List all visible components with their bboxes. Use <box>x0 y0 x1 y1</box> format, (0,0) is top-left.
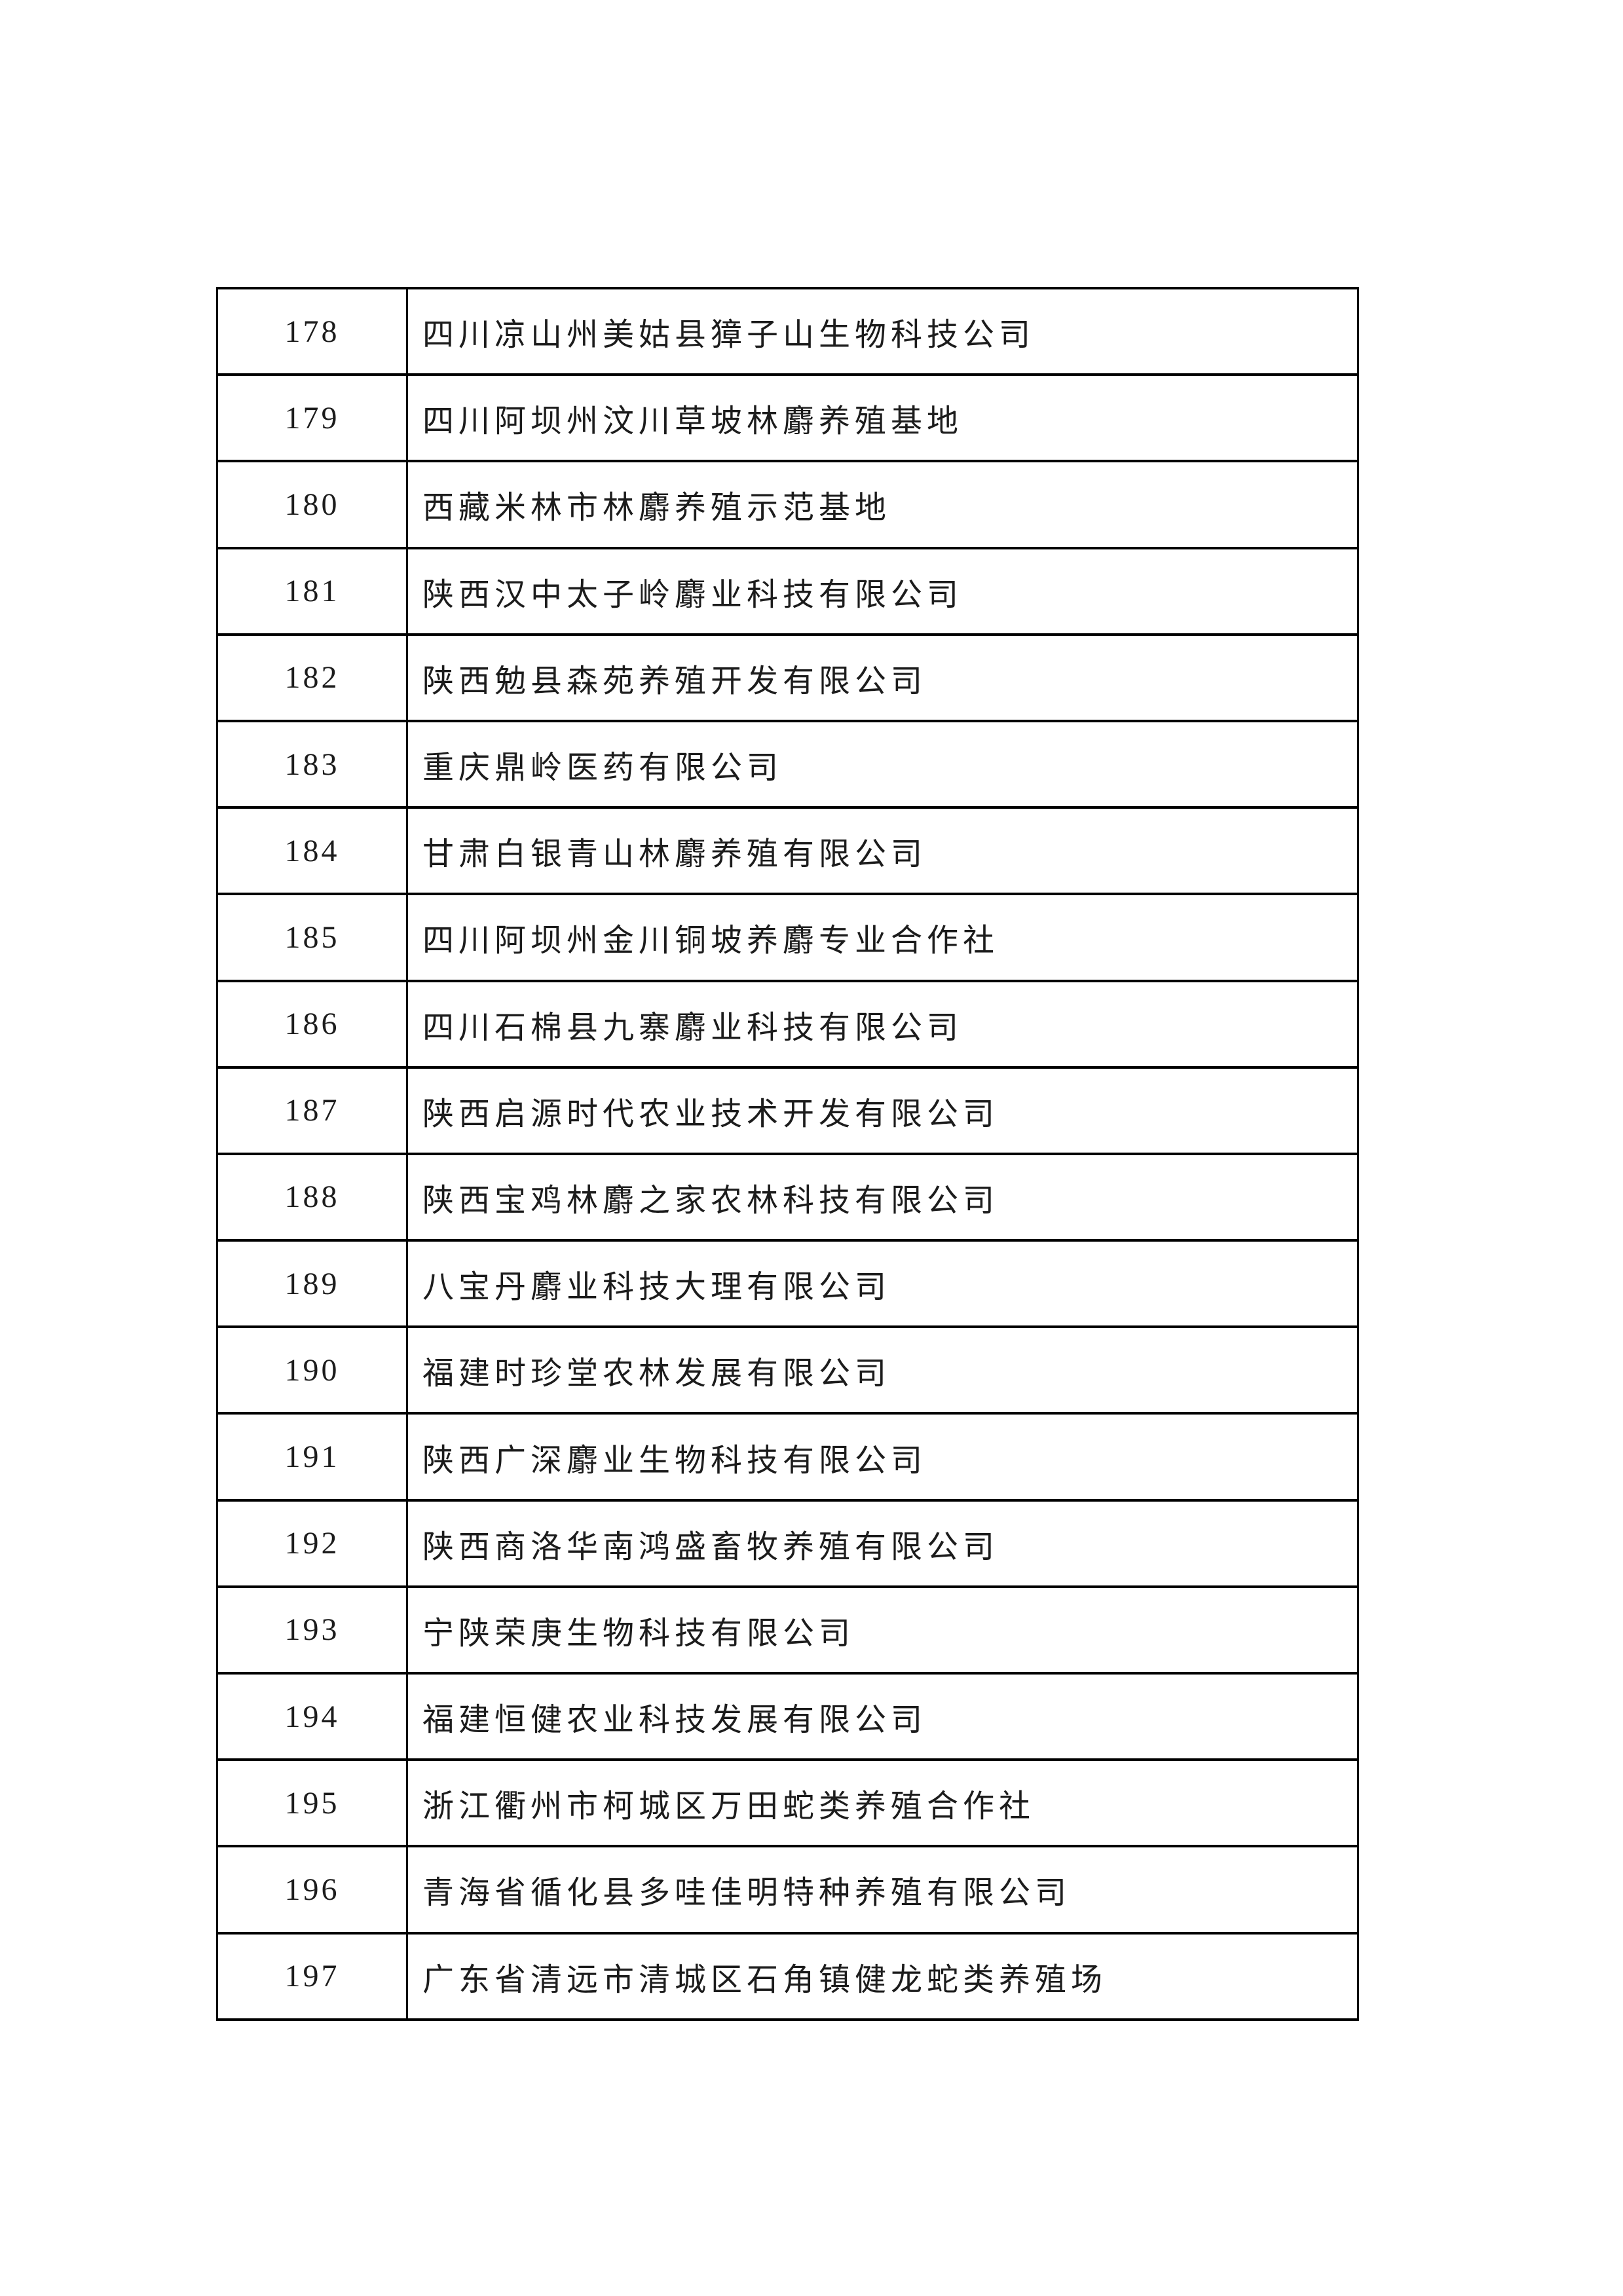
row-index-cell: 189 <box>216 1239 408 1329</box>
table-row: 181 陕西汉中太子岭麝业科技有限公司 <box>216 546 1359 636</box>
company-name-cell: 福建恒健农业科技发展有限公司 <box>406 1671 1359 1762</box>
table-row: 185 四川阿坝州金川铜坡养麝专业合作社 <box>216 893 1359 982</box>
company-name-cell: 宁陕荣庚生物科技有限公司 <box>406 1585 1359 1675</box>
company-name-cell: 西藏米林市林麝养殖示范基地 <box>406 460 1359 549</box>
row-index-cell: 186 <box>216 979 408 1069</box>
company-name-cell: 青海省循化县多哇佳明特种养殖有限公司 <box>406 1845 1359 1935</box>
row-index-cell: 181 <box>216 546 408 636</box>
row-index-cell: 192 <box>216 1498 408 1588</box>
row-index-cell: 191 <box>216 1412 408 1502</box>
company-name-cell: 四川阿坝州汶川草坡林麝养殖基地 <box>406 373 1359 463</box>
table-row: 193 宁陕荣庚生物科技有限公司 <box>216 1585 1359 1675</box>
table-row: 189 八宝丹麝业科技大理有限公司 <box>216 1239 1359 1329</box>
row-index-cell: 179 <box>216 373 408 463</box>
row-index-cell: 197 <box>216 1931 408 2021</box>
table-row: 184 甘肃白银青山林麝养殖有限公司 <box>216 806 1359 896</box>
company-name-cell: 重庆鼎岭医药有限公司 <box>406 719 1359 809</box>
row-index-cell: 180 <box>216 460 408 549</box>
company-table-body: 178 四川凉山州美姑县獐子山生物科技公司 179 四川阿坝州汶川草坡林麝养殖基… <box>216 286 1359 2021</box>
table-row: 178 四川凉山州美姑县獐子山生物科技公司 <box>216 286 1359 377</box>
table-row: 190 福建时珍堂农林发展有限公司 <box>216 1325 1359 1415</box>
row-index-cell: 194 <box>216 1671 408 1762</box>
table-row: 197 广东省清远市清城区石角镇健龙蛇类养殖场 <box>216 1931 1359 2021</box>
table-row: 188 陕西宝鸡林麝之家农林科技有限公司 <box>216 1152 1359 1242</box>
row-index-cell: 187 <box>216 1065 408 1155</box>
table-row: 194 福建恒健农业科技发展有限公司 <box>216 1671 1359 1762</box>
company-name-cell: 陕西勉县森苑养殖开发有限公司 <box>406 633 1359 722</box>
company-name-cell: 陕西汉中太子岭麝业科技有限公司 <box>406 546 1359 636</box>
table-row: 186 四川石棉县九寨麝业科技有限公司 <box>216 979 1359 1069</box>
company-name-cell: 陕西启源时代农业技术开发有限公司 <box>406 1065 1359 1155</box>
company-name-cell: 陕西商洛华南鸿盛畜牧养殖有限公司 <box>406 1498 1359 1588</box>
row-index-cell: 185 <box>216 893 408 982</box>
row-index-cell: 196 <box>216 1845 408 1935</box>
table-row: 183 重庆鼎岭医药有限公司 <box>216 719 1359 809</box>
table-row: 195 浙江衢州市柯城区万田蛇类养殖合作社 <box>216 1758 1359 1848</box>
row-index-cell: 182 <box>216 633 408 722</box>
company-table: 178 四川凉山州美姑县獐子山生物科技公司 179 四川阿坝州汶川草坡林麝养殖基… <box>216 286 1359 2021</box>
table-row: 182 陕西勉县森苑养殖开发有限公司 <box>216 633 1359 722</box>
company-name-cell: 浙江衢州市柯城区万田蛇类养殖合作社 <box>406 1758 1359 1848</box>
table-row: 196 青海省循化县多哇佳明特种养殖有限公司 <box>216 1845 1359 1935</box>
company-name-cell: 四川石棉县九寨麝业科技有限公司 <box>406 979 1359 1069</box>
table-row: 180 西藏米林市林麝养殖示范基地 <box>216 460 1359 549</box>
table-row: 187 陕西启源时代农业技术开发有限公司 <box>216 1065 1359 1155</box>
company-name-cell: 陕西宝鸡林麝之家农林科技有限公司 <box>406 1152 1359 1242</box>
table-row: 191 陕西广深麝业生物科技有限公司 <box>216 1412 1359 1502</box>
company-name-cell: 四川阿坝州金川铜坡养麝专业合作社 <box>406 893 1359 982</box>
company-name-cell: 四川凉山州美姑县獐子山生物科技公司 <box>406 286 1359 377</box>
company-name-cell: 甘肃白银青山林麝养殖有限公司 <box>406 806 1359 896</box>
table-row: 192 陕西商洛华南鸿盛畜牧养殖有限公司 <box>216 1498 1359 1588</box>
company-name-cell: 福建时珍堂农林发展有限公司 <box>406 1325 1359 1415</box>
table-row: 179 四川阿坝州汶川草坡林麝养殖基地 <box>216 373 1359 463</box>
row-index-cell: 195 <box>216 1758 408 1848</box>
company-name-cell: 广东省清远市清城区石角镇健龙蛇类养殖场 <box>406 1931 1359 2021</box>
company-name-cell: 陕西广深麝业生物科技有限公司 <box>406 1412 1359 1502</box>
row-index-cell: 184 <box>216 806 408 896</box>
row-index-cell: 188 <box>216 1152 408 1242</box>
company-name-cell: 八宝丹麝业科技大理有限公司 <box>406 1239 1359 1329</box>
row-index-cell: 183 <box>216 719 408 809</box>
row-index-cell: 178 <box>216 286 408 377</box>
row-index-cell: 190 <box>216 1325 408 1415</box>
row-index-cell: 193 <box>216 1585 408 1675</box>
